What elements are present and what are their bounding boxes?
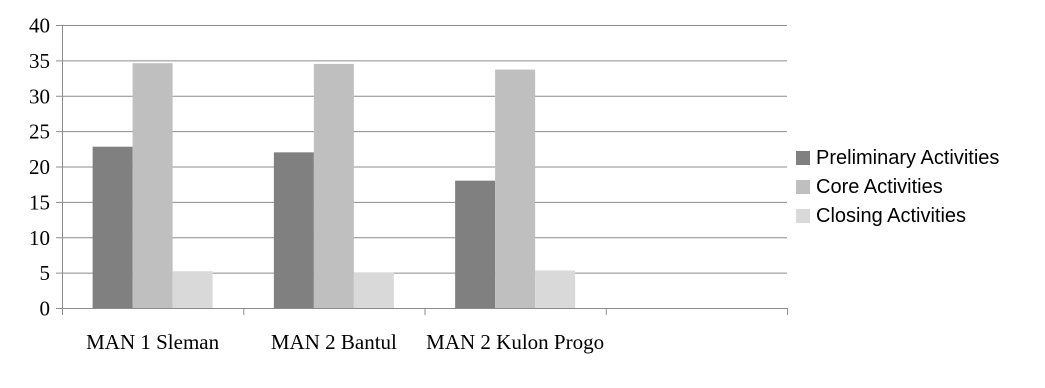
legend-swatch [796, 209, 810, 223]
gridlines [62, 25, 787, 274]
bar [353, 272, 394, 308]
category-label: MAN 2 Bantul [271, 330, 397, 354]
bar [273, 152, 314, 308]
bar [313, 63, 354, 308]
bar [535, 270, 576, 308]
bar [455, 180, 496, 308]
category-label: MAN 2 Kulon Progo [426, 330, 604, 354]
category-label: MAN 1 Sleman [86, 330, 219, 354]
bar [172, 271, 213, 308]
y-tick-label: 30 [29, 84, 50, 108]
category-labels: MAN 1 Sleman MAN 2 Bantul MAN 2 Kulon Prog… [86, 330, 604, 354]
legend-label: Core Activities [816, 176, 943, 198]
bar [92, 146, 133, 308]
y-tick-label: 5 [40, 261, 51, 285]
legend-swatch [796, 180, 810, 194]
y-tick-label: 20 [29, 155, 50, 179]
legend-label: Preliminary Activities [816, 147, 999, 169]
bar [132, 63, 173, 308]
legend-swatch [796, 151, 810, 165]
legend-label: Closing Activities [816, 205, 966, 227]
y-tick-label: 15 [29, 190, 50, 214]
axes [56, 25, 788, 315]
y-tick-label: 40 [29, 14, 50, 38]
y-tick-labels: 0 5 10 15 20 25 30 35 40 [29, 14, 50, 321]
bars [92, 63, 576, 308]
y-tick-label: 25 [29, 120, 50, 144]
y-tick-label: 0 [40, 297, 51, 321]
y-tick-label: 10 [29, 226, 50, 250]
y-tick-label: 35 [29, 49, 50, 73]
bar [495, 69, 536, 308]
legend: Preliminary Activities Core Activities Clo… [796, 147, 999, 227]
